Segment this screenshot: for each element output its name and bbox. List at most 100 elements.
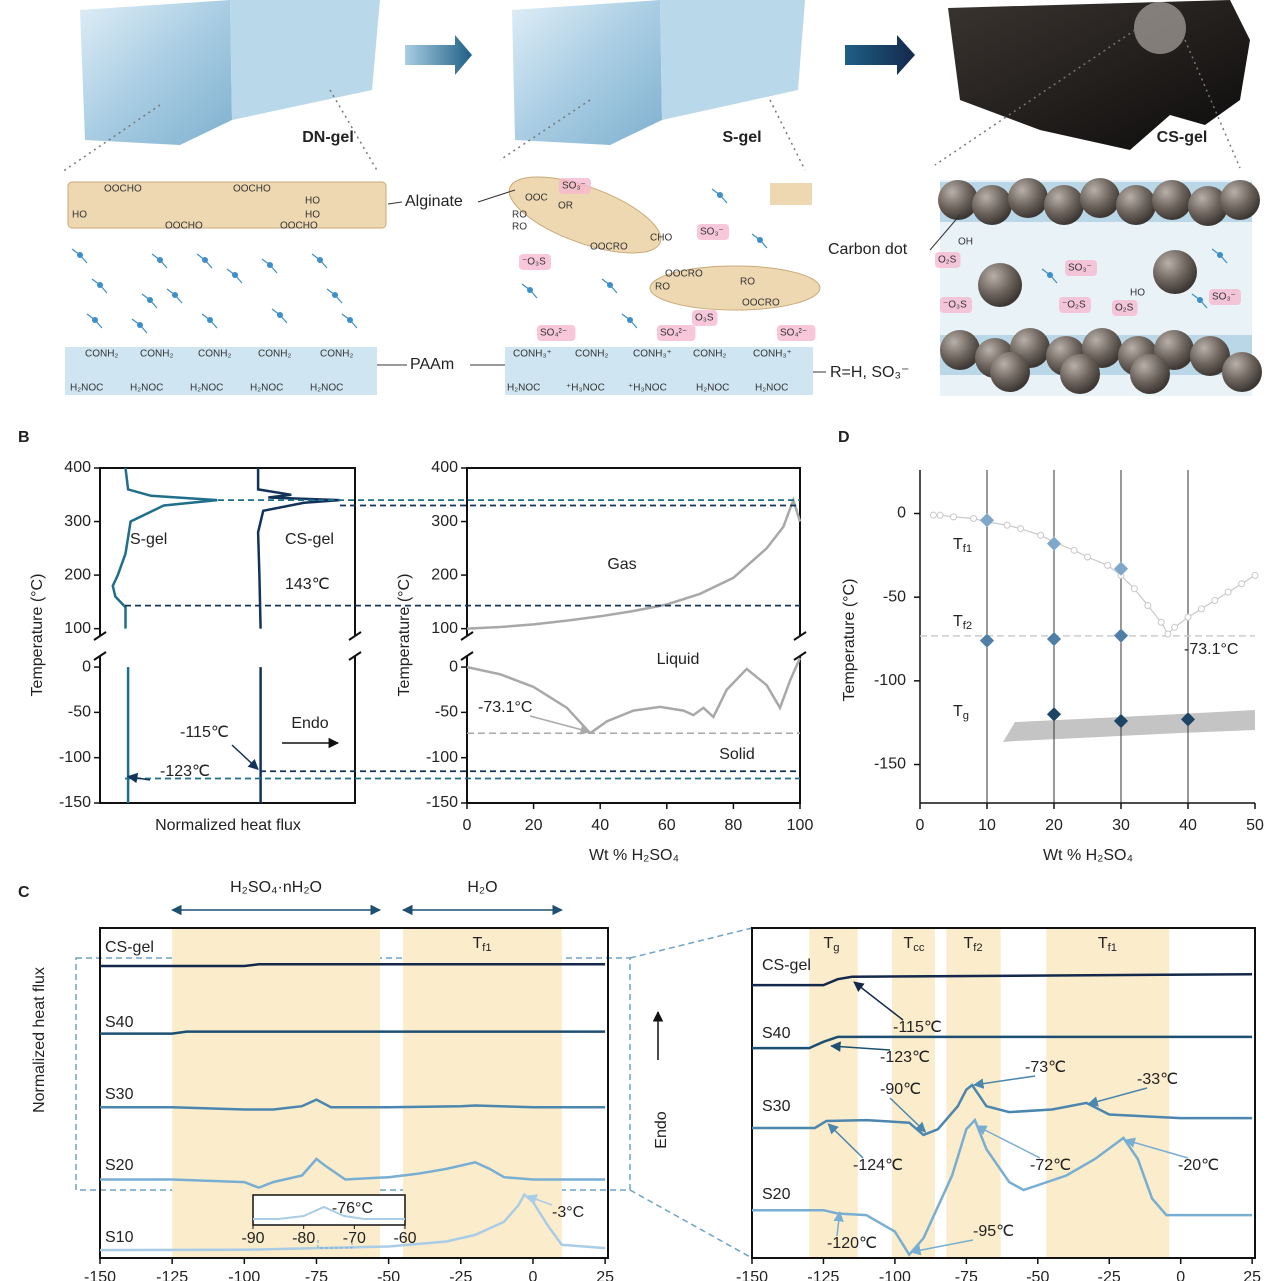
reference-point <box>1003 521 1011 529</box>
chemical-fragment: H₂NOC <box>130 383 163 394</box>
annotation: -120℃ <box>827 1235 877 1252</box>
band-label: Tcc <box>903 935 924 954</box>
annotation: -72℃ <box>1030 1157 1071 1174</box>
annotation-arrow <box>833 1210 844 1237</box>
label-sub: f1 <box>963 543 972 555</box>
chemical-fragment: CONH₂ <box>575 349 608 360</box>
water-o <box>277 312 283 318</box>
water-molecule <box>71 248 88 264</box>
carbon-dot <box>1152 180 1192 220</box>
panel-label: C <box>18 884 30 901</box>
band <box>892 928 935 1258</box>
chemical-fragment: SO₃⁻ <box>1212 292 1236 303</box>
chemical-fragment: HO <box>1130 288 1145 299</box>
chemical-fragment: OOCRO <box>665 269 703 280</box>
carbon-dot <box>1222 352 1262 392</box>
water-o <box>207 317 213 323</box>
chemical-fragment: HO <box>72 210 87 221</box>
zoom-lines <box>61 29 1241 173</box>
dsc-curve <box>100 1098 606 1111</box>
chemical-fragment: CONH₂ <box>320 349 353 360</box>
x-tick-label: 0 <box>529 1269 538 1281</box>
annotation-arrow <box>889 1097 927 1133</box>
paam-band <box>505 347 813 395</box>
annotation: -124℃ <box>853 1157 903 1174</box>
annotation: -123℃ <box>880 1049 930 1066</box>
y-tick-label: -50 <box>883 588 906 605</box>
leader-lines <box>377 189 961 373</box>
inset-tick-label: -80 <box>292 1230 315 1247</box>
band <box>946 928 1001 1258</box>
x-tick-label: 80 <box>725 817 743 834</box>
chemical-fragment: SO₄²⁻ <box>660 328 687 339</box>
carbon-dot <box>1044 185 1084 225</box>
y-axis-title: Temperature (°C) <box>841 579 858 702</box>
dsc-curve <box>100 1030 606 1035</box>
chemical-fragment: ⁻O₃S <box>943 300 967 311</box>
carbon-dot <box>1130 354 1170 394</box>
water-molecule <box>1191 293 1208 309</box>
alginate-band <box>508 176 662 254</box>
chemical-fragment: ⁻O₂S <box>1062 300 1086 311</box>
water-o <box>347 317 353 323</box>
data-point <box>1046 536 1062 551</box>
data-point <box>1113 628 1129 643</box>
water-molecule <box>271 308 288 324</box>
series-label: Tf1 <box>953 536 972 555</box>
annotation-arrow <box>126 772 151 784</box>
chemical-fragment: OR <box>558 201 573 212</box>
chemical-fragment: H₂NOC <box>507 383 540 394</box>
reference-point <box>936 511 944 519</box>
water-molecule <box>326 288 343 304</box>
series-label: S20 <box>762 1186 791 1203</box>
water-o <box>607 282 613 288</box>
label-sub: f1 <box>1108 942 1117 954</box>
reference-point <box>1164 630 1172 638</box>
chemical-fragment: H₂NOC <box>755 383 788 394</box>
water-molecule <box>751 233 768 249</box>
data-point <box>1046 631 1062 647</box>
y-tick-label: 100 <box>64 620 91 637</box>
y-tick-label: 300 <box>431 513 458 530</box>
gel-label: DN-gel <box>302 129 354 146</box>
water-molecule <box>86 313 103 329</box>
water-molecule <box>201 313 218 329</box>
plot-frame <box>751 927 1256 1259</box>
annotation: -33℃ <box>1137 1071 1178 1088</box>
tg-band <box>1003 710 1255 742</box>
x-axis-title: Normalized heat flux <box>155 817 301 834</box>
annotation: -115℃ <box>893 1019 942 1036</box>
y-tick-label: 0 <box>897 505 906 522</box>
series-label: S20 <box>105 1157 134 1174</box>
water-o <box>332 292 338 298</box>
sulfate-highlight <box>935 252 961 268</box>
reference-point <box>1070 546 1078 554</box>
x-tick-label: 0 <box>916 817 925 834</box>
water-o <box>77 252 83 258</box>
reference-point <box>1157 618 1165 626</box>
s-gel-side <box>660 0 805 120</box>
chemical-fragment: H₂NOC <box>190 383 223 394</box>
label-main: T <box>953 703 963 720</box>
y-axis-title: Temperature (°C) <box>29 574 46 697</box>
break-mark <box>793 631 807 641</box>
water-molecule <box>311 253 328 269</box>
series-label: CS-gel <box>762 957 811 974</box>
paam-label: PAAm <box>410 356 454 373</box>
water-o <box>92 317 98 323</box>
x-axis-title: Wt % H₂SO₄ <box>1043 847 1133 864</box>
chemical-fragment: SO₃⁻ <box>562 181 586 192</box>
series-label: CS-gel <box>285 531 334 548</box>
paam-band <box>65 347 377 395</box>
chemical-fragment: OOCRO <box>590 242 628 253</box>
chemical-fragment: CONH₃⁺ <box>753 349 792 360</box>
chemical-fragment: OOCHO <box>104 184 142 195</box>
reference-point <box>1184 613 1192 621</box>
y-tick-label: 300 <box>64 513 91 530</box>
y-tick-label: -150 <box>874 756 906 773</box>
water-o <box>232 272 238 278</box>
panel-label: B <box>18 429 30 446</box>
label-sub: g <box>963 710 969 722</box>
inset-pointer <box>317 1240 353 1249</box>
